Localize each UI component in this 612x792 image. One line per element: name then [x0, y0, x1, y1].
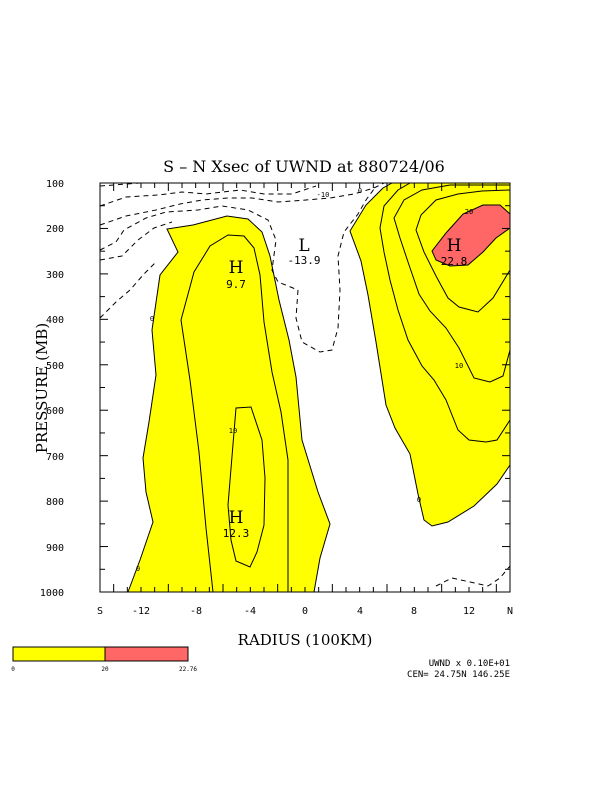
contour-label-10-a: 10	[229, 427, 237, 435]
contour-label-0-c: 0	[358, 187, 362, 195]
extremum-h-1-mark: H	[229, 258, 244, 278]
contour-labels: 0 0 0 0 -10 10 10 20	[136, 187, 473, 573]
extremum-l-mark: L	[298, 236, 309, 256]
extremum-h-1-value: 9.7	[226, 278, 246, 291]
contour-label-neg10: -10	[317, 191, 330, 199]
contour-lines	[99, 182, 511, 593]
y-tick-500: 500	[46, 361, 64, 372]
x-tick-0: 0	[302, 606, 308, 617]
x-tick-12: 12	[463, 606, 475, 617]
contour-label-10-b: 10	[455, 362, 463, 370]
y-tick-700: 700	[46, 452, 64, 463]
extremum-h-3-mark: H	[447, 236, 462, 256]
y-tick-900: 900	[46, 543, 64, 554]
contour-label-20: 20	[465, 208, 473, 216]
center-coordinates: CEN= 24.75N 146.25E	[407, 670, 510, 680]
color-bar-label-0: 0	[11, 666, 15, 673]
y-tick-800: 800	[46, 497, 64, 508]
y-tick-100: 100	[46, 179, 64, 190]
extremum-h-2-mark: H	[229, 508, 244, 528]
y-tick-600: 600	[46, 406, 64, 417]
x-tick-neg4: -4	[244, 606, 256, 617]
color-bar: 0 20 22.76	[11, 646, 197, 673]
y-tick-300: 300	[46, 270, 64, 281]
extremum-h-2-value: 12.3	[223, 527, 250, 540]
x-tick-neg12: -12	[132, 606, 150, 617]
field-scale-note: UWND x 0.10E+01	[429, 659, 510, 669]
extrema-markers: H 9.7 H 12.3 L -13.9 H 22.8	[223, 236, 468, 540]
x-tick-8: 8	[411, 606, 417, 617]
x-tick-labels: S -12 -8 -4 0 4 8 12 N	[97, 606, 513, 617]
positive-region-south	[127, 215, 331, 593]
color-bar-yellow	[12, 646, 106, 662]
x-tick-n: N	[507, 606, 513, 617]
axis-ticks	[99, 182, 511, 593]
extremum-l-value: -13.9	[287, 254, 320, 267]
color-bar-label-max: 22.76	[179, 666, 197, 673]
y-axis-label: PRESSURE (MB)	[33, 323, 51, 453]
color-bar-label-20: 20	[101, 666, 109, 673]
color-bar-red	[104, 646, 189, 662]
contour-label-0-d: 0	[417, 496, 421, 504]
x-tick-4: 4	[357, 606, 363, 617]
y-tick-200: 200	[46, 224, 64, 235]
x-tick-neg8: -8	[190, 606, 202, 617]
chart-title: S – N Xsec of UWND at 880724/06	[163, 157, 445, 176]
y-tick-1000: 1000	[40, 588, 64, 599]
y-tick-400: 400	[46, 315, 64, 326]
contour-label-0-a: 0	[150, 315, 154, 323]
contour-label-0-b: 0	[136, 565, 140, 573]
x-tick-s: S	[97, 606, 103, 617]
x-axis-label: RADIUS (100KM)	[238, 631, 373, 649]
extremum-h-3-value: 22.8	[441, 255, 468, 268]
y-tick-labels: 100 200 300 400 500 600 700 800 900 1000	[40, 179, 64, 599]
